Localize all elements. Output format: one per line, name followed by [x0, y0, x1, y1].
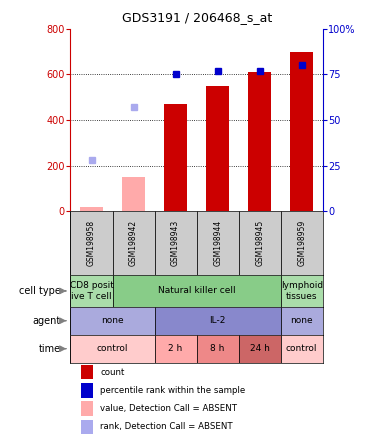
FancyBboxPatch shape: [155, 211, 197, 275]
Bar: [248, 72, 271, 211]
Text: IL-2: IL-2: [210, 316, 226, 325]
FancyBboxPatch shape: [197, 335, 239, 363]
FancyBboxPatch shape: [70, 275, 112, 307]
FancyBboxPatch shape: [281, 275, 323, 307]
Text: count: count: [100, 368, 125, 377]
Text: time: time: [38, 344, 60, 354]
Text: none: none: [101, 316, 124, 325]
FancyBboxPatch shape: [239, 211, 281, 275]
Text: 2 h: 2 h: [168, 344, 183, 353]
Text: rank, Detection Call = ABSENT: rank, Detection Call = ABSENT: [100, 422, 233, 431]
FancyBboxPatch shape: [70, 335, 155, 363]
FancyBboxPatch shape: [239, 335, 281, 363]
Bar: [290, 52, 313, 211]
Text: lymphoid
tissues: lymphoid tissues: [281, 281, 323, 301]
Text: GSM198945: GSM198945: [255, 220, 264, 266]
Text: agent: agent: [32, 316, 60, 326]
Text: GSM198958: GSM198958: [87, 220, 96, 266]
Text: 8 h: 8 h: [210, 344, 225, 353]
FancyBboxPatch shape: [155, 307, 281, 335]
FancyBboxPatch shape: [281, 211, 323, 275]
Text: GSM198943: GSM198943: [171, 220, 180, 266]
FancyBboxPatch shape: [81, 383, 93, 397]
FancyBboxPatch shape: [197, 211, 239, 275]
Text: control: control: [97, 344, 128, 353]
Bar: [122, 177, 145, 211]
FancyBboxPatch shape: [155, 335, 197, 363]
FancyBboxPatch shape: [81, 401, 93, 416]
FancyBboxPatch shape: [281, 335, 323, 363]
Text: percentile rank within the sample: percentile rank within the sample: [100, 386, 246, 395]
Text: GDS3191 / 206468_s_at: GDS3191 / 206468_s_at: [122, 11, 272, 24]
Text: GSM198942: GSM198942: [129, 220, 138, 266]
FancyBboxPatch shape: [112, 211, 155, 275]
Text: Natural killer cell: Natural killer cell: [158, 286, 236, 295]
Bar: [80, 207, 103, 211]
FancyBboxPatch shape: [112, 275, 281, 307]
FancyBboxPatch shape: [81, 420, 93, 434]
FancyBboxPatch shape: [70, 211, 112, 275]
Bar: [206, 86, 229, 211]
FancyBboxPatch shape: [70, 307, 155, 335]
Text: none: none: [290, 316, 313, 325]
Text: 24 h: 24 h: [250, 344, 270, 353]
Text: GSM198944: GSM198944: [213, 220, 222, 266]
Bar: [164, 104, 187, 211]
Text: value, Detection Call = ABSENT: value, Detection Call = ABSENT: [100, 404, 237, 413]
Text: GSM198959: GSM198959: [297, 220, 306, 266]
Text: control: control: [286, 344, 318, 353]
Text: CD8 posit
ive T cell: CD8 posit ive T cell: [70, 281, 114, 301]
Text: cell type: cell type: [19, 286, 60, 296]
FancyBboxPatch shape: [81, 365, 93, 379]
FancyBboxPatch shape: [281, 307, 323, 335]
